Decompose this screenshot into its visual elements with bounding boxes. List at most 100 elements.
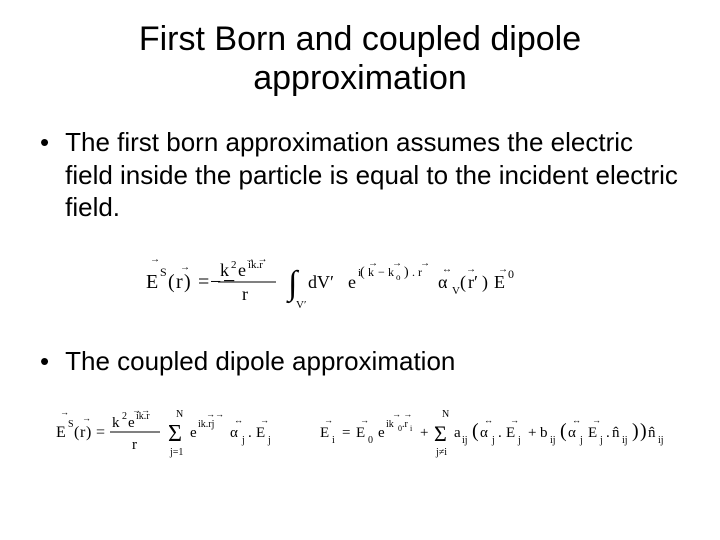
svg-text:→: →: [324, 415, 333, 425]
svg-text:.: .: [606, 425, 610, 441]
svg-text:→: →: [82, 413, 91, 423]
svg-text:.: .: [412, 265, 415, 279]
svg-text:e: e: [190, 425, 197, 441]
svg-text:j: j: [579, 435, 583, 446]
svg-text:): ): [404, 265, 409, 280]
svg-text:E: E: [506, 425, 515, 441]
svg-text:.: .: [248, 425, 252, 441]
svg-text:(: (: [472, 420, 479, 442]
svg-text:0: 0: [508, 267, 514, 281]
svg-text:−: −: [223, 268, 235, 293]
svg-text:i: i: [410, 424, 413, 433]
svg-text:(: (: [560, 420, 567, 442]
svg-text:=: =: [198, 271, 209, 293]
svg-text:r: r: [418, 265, 422, 279]
svg-text:α: α: [230, 425, 238, 441]
svg-text:(: (: [360, 265, 365, 280]
svg-text:=: =: [342, 425, 350, 441]
svg-text:e: e: [238, 260, 246, 280]
bullet-dot: •: [40, 126, 65, 224]
svg-text:+: +: [528, 425, 536, 441]
svg-text:E: E: [256, 425, 265, 441]
svg-text:ik: ik: [386, 419, 394, 430]
bullet-2-text: The coupled dipole approximation: [65, 345, 680, 378]
svg-text:V: V: [452, 285, 460, 297]
svg-text:.: .: [498, 425, 502, 441]
svg-text:n̂: n̂: [612, 425, 620, 441]
svg-text:(: (: [460, 272, 466, 293]
svg-text:→ →: → →: [392, 409, 412, 419]
svg-text:−: −: [210, 271, 221, 293]
svg-text:b: b: [540, 425, 548, 441]
svg-text:j: j: [599, 435, 603, 446]
svg-text:→→: →→: [206, 409, 224, 419]
bullet-1-text: The first born approximation assumes the…: [65, 126, 680, 224]
svg-text:o: o: [396, 272, 401, 282]
svg-text:0: 0: [368, 435, 373, 446]
svg-text:j≠i: j≠i: [435, 447, 447, 458]
svg-text:j: j: [267, 435, 271, 446]
svg-text:ij: ij: [622, 435, 628, 446]
svg-text:r: r: [176, 271, 183, 293]
svg-text:): ): [86, 424, 91, 441]
svg-text:j: j: [491, 435, 495, 446]
svg-text:→: →: [592, 415, 601, 425]
svg-text:a: a: [454, 425, 461, 441]
svg-text:r: r: [132, 437, 137, 453]
svg-text:ij: ij: [462, 435, 468, 446]
bullet-dot: •: [40, 345, 65, 378]
svg-text:=: =: [96, 424, 105, 441]
svg-text:S: S: [160, 265, 167, 279]
svg-text:e: e: [348, 272, 356, 292]
svg-text:dV′: dV′: [308, 272, 334, 292]
svg-text:α: α: [568, 425, 576, 441]
svg-text:+: +: [420, 425, 428, 441]
svg-text:e: e: [378, 425, 385, 441]
svg-text:S: S: [68, 419, 74, 430]
svg-text:N: N: [176, 409, 183, 420]
svg-text:ij: ij: [550, 435, 556, 446]
svg-text:↔: ↔: [572, 415, 581, 425]
svg-text:→: →: [260, 415, 269, 425]
svg-text:.r: .r: [402, 419, 409, 430]
svg-text:Σ: Σ: [434, 421, 447, 446]
svg-text:(: (: [168, 271, 175, 293]
svg-text:ik.rj: ik.rj: [198, 419, 214, 430]
svg-text:→: →: [150, 254, 160, 265]
bullet-1: • The first born approximation assumes t…: [40, 126, 680, 224]
svg-text:j: j: [517, 435, 521, 446]
cdm-formula: → → E S ( r ) = →→ k 2 e ik.r r N Σ j=1 …: [40, 401, 680, 470]
svg-text:↔: ↔: [234, 415, 243, 425]
svg-text:n̂: n̂: [648, 425, 656, 441]
svg-text:E: E: [494, 272, 505, 292]
svg-text:E: E: [356, 425, 365, 441]
svg-text:−: −: [378, 265, 385, 279]
svg-text:Σ: Σ: [168, 421, 182, 447]
svg-text:N: N: [442, 409, 449, 420]
svg-text:α: α: [480, 425, 488, 441]
svg-text:→: →: [360, 415, 369, 425]
bullet-2: • The coupled dipole approximation: [40, 345, 680, 378]
svg-text:E: E: [146, 271, 158, 293]
svg-text:e: e: [128, 415, 135, 431]
svg-text:E: E: [320, 425, 329, 441]
svg-text:k: k: [112, 415, 120, 431]
svg-text:2: 2: [122, 411, 127, 422]
svg-text:→: →: [510, 415, 519, 425]
svg-text:E: E: [56, 424, 66, 441]
svg-text:j: j: [241, 435, 245, 446]
svg-text:): ): [184, 271, 191, 293]
svg-text:ij: ij: [658, 435, 664, 446]
svg-text:α: α: [438, 272, 448, 292]
svg-text:V′: V′: [296, 299, 306, 311]
svg-text:r: r: [242, 284, 248, 304]
svg-text:↔: ↔: [484, 415, 493, 425]
svg-text:→: →: [60, 407, 69, 417]
svg-text:): ): [632, 420, 639, 442]
svg-text:k: k: [388, 265, 394, 279]
svg-text:): ): [482, 272, 488, 293]
svg-text:i: i: [332, 435, 335, 446]
svg-text:ik.r: ik.r: [248, 259, 263, 271]
svg-text:r′: r′: [468, 272, 478, 292]
svg-text:k: k: [368, 265, 374, 279]
